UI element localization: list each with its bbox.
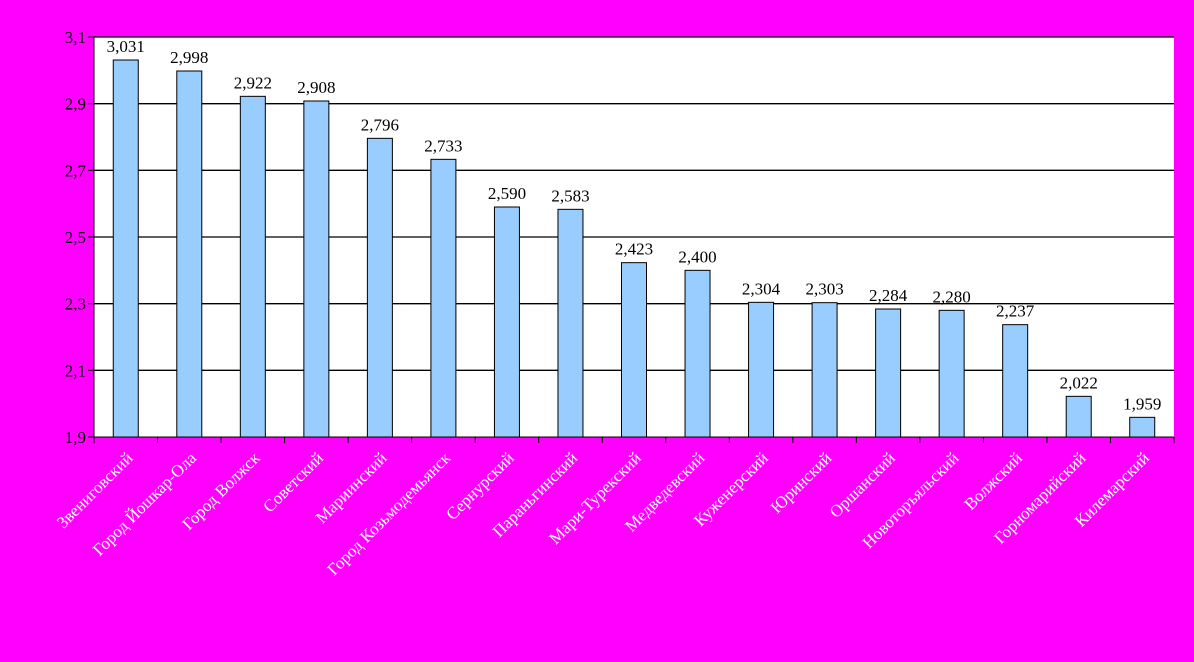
data-label: 2,022 [1060, 373, 1098, 392]
y-tick-label: 1,9 [65, 428, 86, 447]
bar [493, 206, 520, 438]
bar [621, 262, 647, 438]
bar [112, 59, 139, 438]
bar [1002, 324, 1029, 438]
data-label: 2,922 [234, 73, 272, 92]
data-label: 2,583 [551, 186, 589, 205]
bar [938, 309, 965, 438]
bar [366, 137, 393, 438]
data-label: 2,280 [933, 287, 971, 306]
data-labels: 3,031 2,998 2,922 2,908 2,796 2,733 2,590 2,583… [107, 37, 1162, 413]
y-tick-label: 2,9 [65, 95, 86, 114]
data-label: 2,796 [361, 115, 399, 134]
data-label: 2,998 [170, 48, 208, 67]
category-label: Город Козьмодемьянск [323, 448, 454, 579]
bar [1129, 416, 1156, 438]
data-label: 2,423 [615, 240, 653, 259]
bar [748, 301, 775, 438]
y-tick-label: 2,3 [65, 295, 86, 314]
bars [112, 59, 1156, 438]
y-tick-label: 2,1 [65, 361, 86, 380]
bar [811, 302, 838, 438]
data-label: 3,031 [107, 37, 145, 56]
bar [176, 70, 203, 438]
bar [684, 269, 711, 438]
data-label: 2,284 [869, 286, 908, 305]
bar [875, 308, 902, 438]
category-label: Юринский [767, 448, 836, 517]
y-tick-label: 2,7 [65, 161, 87, 180]
category-label: Волжский [961, 448, 1026, 513]
data-label: 2,303 [805, 280, 843, 299]
bar [303, 100, 330, 438]
category-label: Советский [259, 448, 327, 516]
data-label: 2,590 [488, 184, 526, 203]
y-tick-label: 3,1 [65, 28, 86, 47]
bar [430, 158, 457, 438]
data-label: 2,400 [678, 247, 716, 266]
data-label: 2,237 [996, 302, 1035, 321]
data-label: 2,304 [742, 279, 781, 298]
data-label: 2,908 [297, 78, 335, 97]
bar [1065, 395, 1092, 438]
data-label: 1,959 [1123, 394, 1161, 413]
y-axis: 1,9 2,1 2,3 2,5 2,7 2,9 3,1 [65, 28, 95, 447]
bar [239, 95, 266, 438]
y-tick-label: 2,5 [65, 228, 86, 247]
bar [557, 208, 584, 438]
data-label: 2,733 [424, 136, 462, 155]
